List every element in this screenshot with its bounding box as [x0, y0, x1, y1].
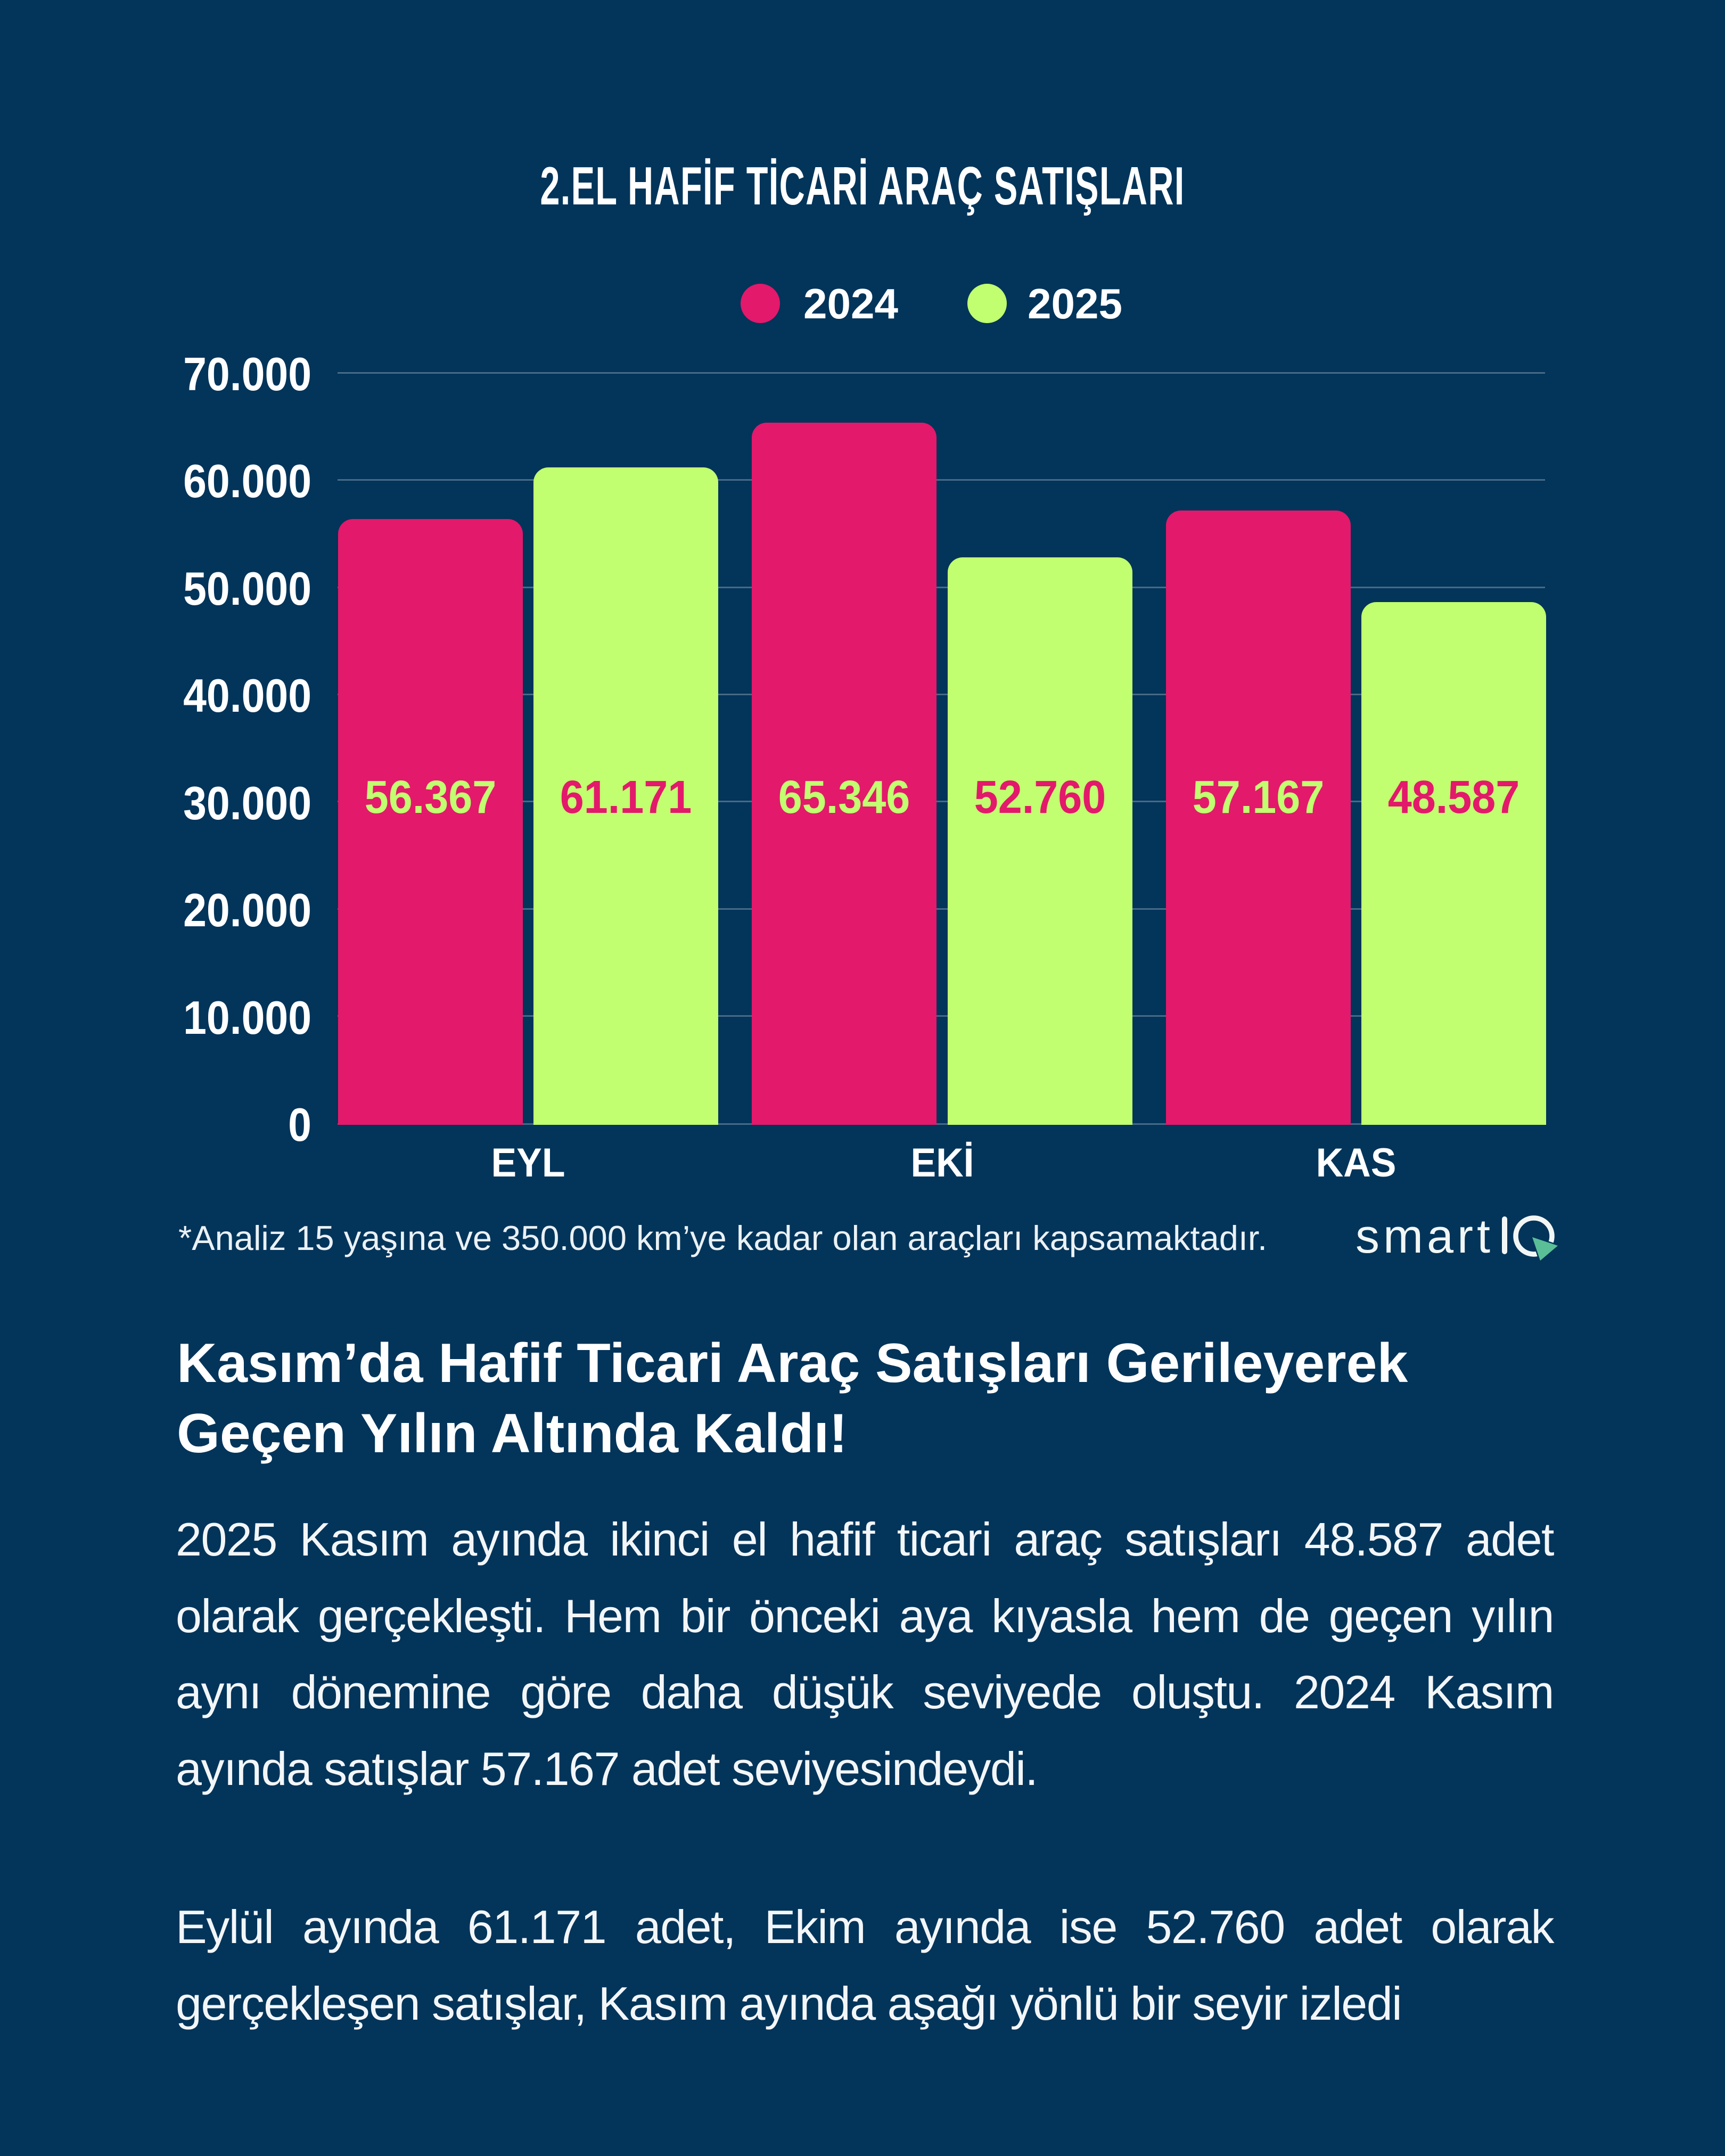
- svg-text:smart: smart: [1356, 1210, 1494, 1263]
